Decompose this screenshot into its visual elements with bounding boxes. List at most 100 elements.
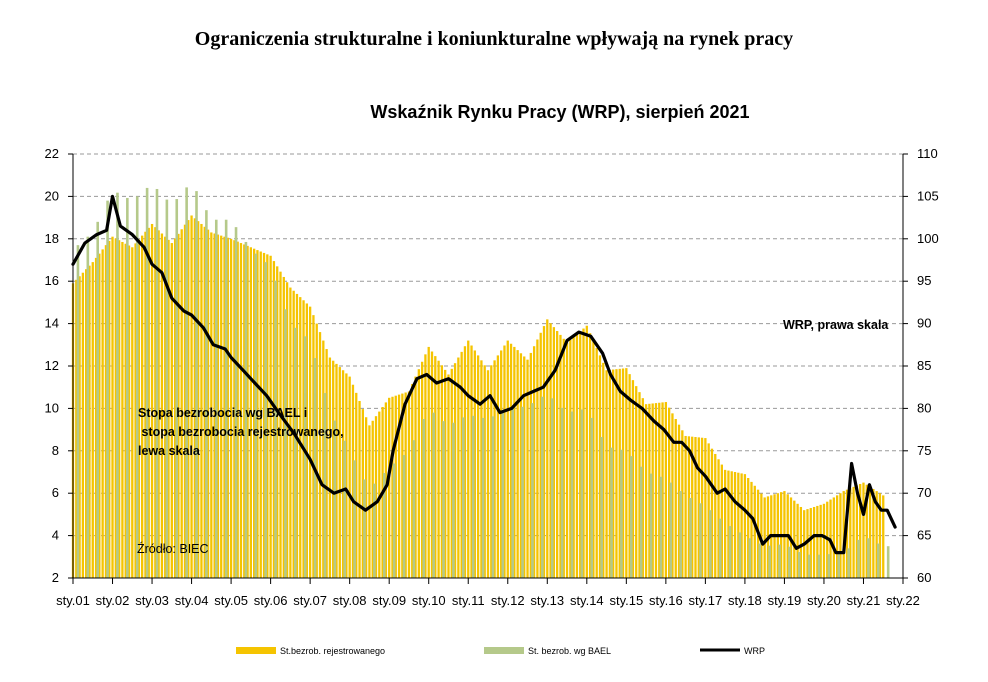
- registered-bar: [424, 354, 427, 578]
- registered-bar: [793, 500, 796, 578]
- bael-bar: [442, 421, 445, 578]
- registered-bar: [299, 297, 302, 578]
- bael-bar: [96, 221, 100, 578]
- source-note: Źródło: BIEC: [137, 541, 209, 556]
- registered-bar: [615, 369, 618, 578]
- registered-bar: [625, 368, 628, 578]
- registered-bar: [467, 340, 470, 578]
- registered-bar: [305, 303, 309, 578]
- registered-bar: [378, 411, 381, 578]
- left-tick-label: 10: [45, 400, 59, 415]
- registered-bar: [546, 319, 549, 578]
- registered-bar: [453, 363, 457, 578]
- registered-bar: [414, 376, 417, 578]
- right-tick-label: 70: [917, 485, 931, 500]
- registered-bar: [315, 323, 318, 578]
- registered-bar: [440, 365, 444, 578]
- registered-bar: [872, 488, 875, 578]
- registered-bar: [108, 240, 111, 579]
- bael-bar: [748, 538, 752, 578]
- registered-bar: [588, 333, 592, 578]
- registered-bar: [183, 224, 187, 578]
- registered-bar: [674, 419, 677, 578]
- right-tick-label: 85: [917, 358, 931, 373]
- registered-bar: [638, 392, 641, 578]
- registered-bar: [529, 352, 532, 578]
- registered-bar: [193, 218, 197, 578]
- registered-bar: [608, 369, 612, 578]
- registered-bar: [345, 373, 348, 578]
- registered-bar: [460, 351, 463, 578]
- registered-bar: [404, 392, 407, 578]
- bael-bar: [797, 552, 801, 578]
- registered-bar: [210, 232, 213, 578]
- registered-bar: [401, 393, 404, 578]
- registered-bar: [473, 350, 476, 578]
- left-tick-label: 16: [45, 273, 59, 288]
- registered-bar: [717, 459, 720, 578]
- bael-bar: [570, 411, 574, 578]
- bael-bar: [254, 253, 258, 578]
- registered-bar: [203, 226, 206, 578]
- registered-bar: [252, 248, 256, 578]
- registered-bar: [796, 503, 799, 578]
- bael-unemployment-bars: [76, 187, 890, 579]
- right-tick-label: 95: [917, 273, 931, 288]
- registered-bar: [865, 484, 868, 578]
- registered-bar: [714, 453, 717, 578]
- bael-bar: [294, 327, 297, 578]
- registered-bar: [328, 357, 332, 578]
- left-tick-label: 6: [52, 485, 59, 500]
- x-tick-label: sty.04: [175, 593, 209, 608]
- bael-bar: [274, 280, 277, 578]
- chart-title: Wskaźnik Rynku Pracy (WRP), sierpień 202…: [370, 102, 750, 122]
- bael-bar: [452, 422, 455, 578]
- wrp-line: [71, 194, 897, 555]
- registered-bar: [206, 229, 210, 578]
- registered-bar: [88, 265, 91, 578]
- bael-bar: [679, 491, 682, 578]
- registered-bar: [394, 395, 397, 578]
- registered-bar: [565, 342, 569, 578]
- bael-bar: [155, 188, 159, 579]
- bael-bar: [788, 546, 791, 578]
- bael-bar: [165, 199, 169, 578]
- left-axis-note-line-1: Stopa bezrobocia wg BAEL i: [138, 406, 307, 420]
- registered-bar: [812, 506, 816, 578]
- page-title: Ograniczenia strukturalne i koniunktural…: [194, 28, 794, 50]
- registered-bar: [595, 347, 598, 578]
- x-tick-label: sty.05: [214, 593, 248, 608]
- registered-bar: [276, 266, 279, 578]
- registered-bar: [730, 471, 733, 578]
- registered-bar: [312, 315, 315, 578]
- registered-bar: [190, 215, 193, 579]
- registered-bar: [157, 230, 160, 578]
- registered-bar: [450, 368, 453, 578]
- registered-bar: [124, 243, 127, 578]
- bael-bar: [827, 554, 831, 578]
- bael-bar: [86, 236, 90, 578]
- bael-bar: [738, 532, 742, 578]
- left-tick-label: 22: [45, 146, 59, 161]
- registered-bar: [302, 300, 305, 578]
- registered-bar: [575, 334, 579, 578]
- registered-bar: [704, 438, 707, 578]
- registered-bar: [127, 245, 131, 578]
- x-tick-label: sty.01: [56, 593, 90, 608]
- bael-bar: [610, 447, 613, 578]
- registered-bar: [332, 360, 335, 578]
- registered-bar: [223, 236, 226, 578]
- bael-bar: [847, 548, 850, 578]
- registered-bar: [407, 391, 411, 578]
- registered-bar: [417, 369, 420, 578]
- bael-bar: [886, 546, 890, 578]
- registered-bar: [236, 241, 239, 579]
- bael-bar: [501, 411, 505, 578]
- x-tick-label: sty.07: [293, 593, 327, 608]
- registered-bar: [285, 282, 289, 578]
- registered-bar: [78, 276, 81, 578]
- registered-bar: [572, 337, 575, 578]
- registered-bar: [677, 424, 681, 578]
- registered-bar: [358, 400, 361, 578]
- wrp-line-group: [71, 194, 897, 555]
